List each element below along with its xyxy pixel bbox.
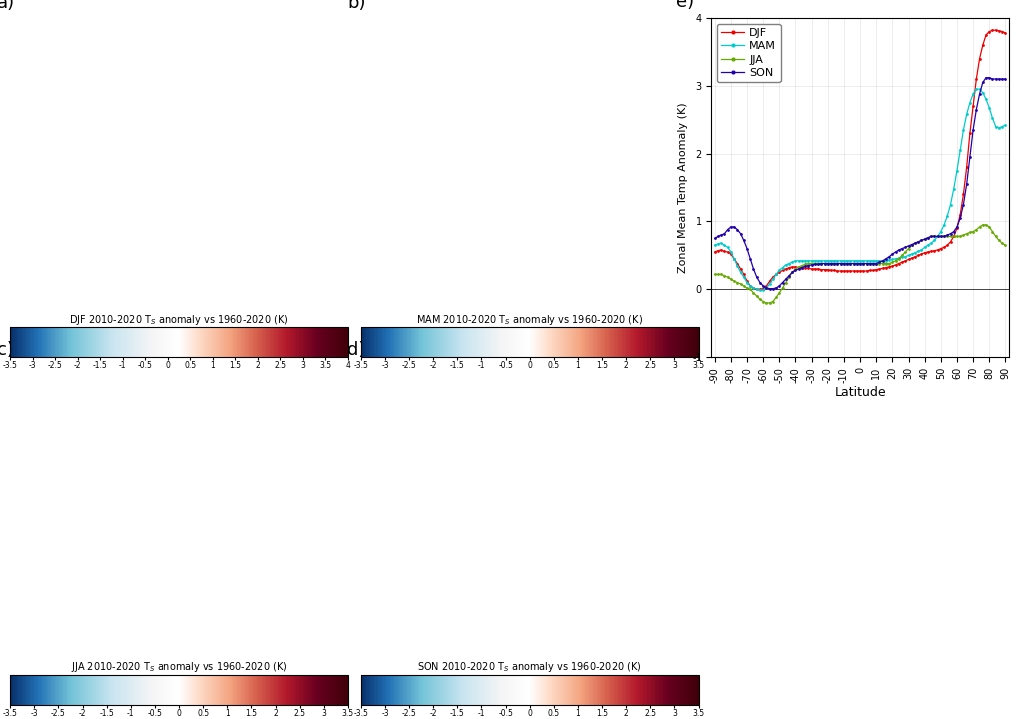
MAM xyxy=(996,122,1009,131)
JJA xyxy=(779,278,792,287)
SON xyxy=(957,200,970,209)
JJA xyxy=(977,221,989,229)
Line: JJA: JJA xyxy=(714,224,1007,304)
MAM xyxy=(779,260,792,269)
Text: c): c) xyxy=(0,342,13,360)
SON xyxy=(786,268,799,277)
Line: MAM: MAM xyxy=(714,88,1007,291)
MAM xyxy=(709,241,721,249)
MAM xyxy=(880,257,892,265)
JJA xyxy=(996,239,1009,247)
JJA xyxy=(957,231,970,239)
DJF xyxy=(709,248,721,257)
Legend: DJF, MAM, JJA, SON: DJF, MAM, JJA, SON xyxy=(717,24,780,83)
MAM xyxy=(744,282,757,290)
Title: DJF 2010-2020 T$_S$ anomaly vs 1960-2020 (K): DJF 2010-2020 T$_S$ anomaly vs 1960-2020… xyxy=(70,313,289,327)
JJA xyxy=(786,268,799,277)
JJA xyxy=(880,260,892,268)
MAM xyxy=(970,85,982,93)
Title: MAM 2010-2020 T$_S$ anomaly vs 1960-2020 (K): MAM 2010-2020 T$_S$ anomaly vs 1960-2020… xyxy=(416,313,643,327)
SON xyxy=(980,73,992,82)
DJF xyxy=(751,285,763,293)
Line: DJF: DJF xyxy=(714,29,1007,290)
SON xyxy=(744,255,757,263)
JJA xyxy=(744,285,757,293)
DJF xyxy=(996,27,1009,36)
JJA xyxy=(709,270,721,279)
JJA xyxy=(999,241,1012,249)
MAM xyxy=(754,285,766,294)
MAM xyxy=(957,126,970,134)
Text: d): d) xyxy=(347,342,366,360)
DJF xyxy=(880,263,892,272)
DJF xyxy=(744,282,757,290)
Line: SON: SON xyxy=(714,76,1007,290)
Text: e): e) xyxy=(676,0,694,12)
MAM xyxy=(999,121,1012,129)
DJF xyxy=(957,190,970,198)
SON xyxy=(709,234,721,243)
Title: JJA 2010-2020 T$_S$ anomaly vs 1960-2020 (K): JJA 2010-2020 T$_S$ anomaly vs 1960-2020… xyxy=(71,660,288,674)
SON xyxy=(779,275,792,283)
SON xyxy=(999,75,1012,83)
Text: b): b) xyxy=(347,0,366,12)
JJA xyxy=(760,298,772,307)
SON xyxy=(880,255,892,263)
SON xyxy=(996,75,1009,83)
X-axis label: Latitude: Latitude xyxy=(835,385,886,398)
DJF xyxy=(999,29,1012,37)
SON xyxy=(764,284,776,293)
MAM xyxy=(786,258,799,267)
Title: SON 2010-2020 T$_S$ anomaly vs 1960-2020 (K): SON 2010-2020 T$_S$ anomaly vs 1960-2020… xyxy=(418,660,642,674)
DJF xyxy=(986,26,998,35)
DJF xyxy=(786,262,799,271)
Text: a): a) xyxy=(0,0,15,12)
Y-axis label: Zonal Mean Temp Anomaly (K): Zonal Mean Temp Anomaly (K) xyxy=(678,102,688,273)
DJF xyxy=(779,265,792,273)
